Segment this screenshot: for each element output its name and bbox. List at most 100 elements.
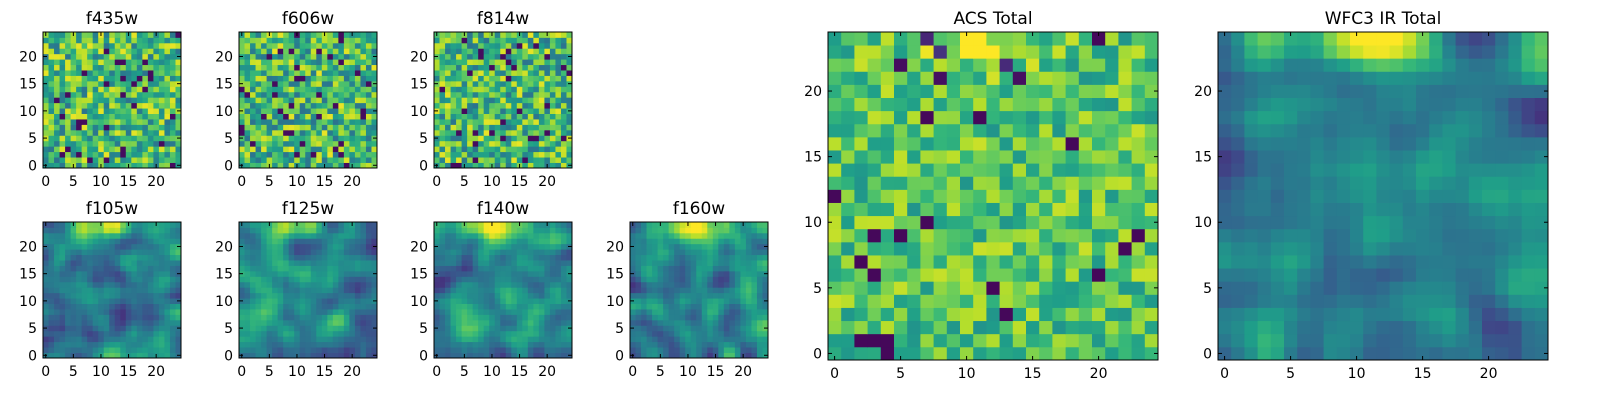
heatmap-cell (450, 48, 457, 55)
heatmap-cell (277, 42, 284, 49)
heatmap-cell (657, 287, 664, 294)
heatmap-cell (59, 140, 66, 147)
heatmap-cell (158, 64, 165, 71)
heatmap-cell (527, 281, 534, 288)
heatmap-cell (338, 227, 345, 234)
heatmap-cell (288, 292, 295, 299)
heatmap-cell (522, 91, 529, 98)
heatmap-cell (494, 119, 501, 125)
heatmap-cell (854, 215, 868, 230)
heatmap-cell (310, 325, 317, 332)
heatmap-cell (646, 254, 653, 261)
heatmap-cell (98, 330, 105, 337)
heatmap-cell (244, 336, 251, 343)
heatmap-cell (500, 254, 507, 261)
heatmap-cell (349, 309, 356, 315)
heatmap-cell (494, 314, 501, 321)
heatmap-cell (652, 319, 658, 326)
heatmap-cell (136, 347, 143, 353)
heatmap-cell (175, 124, 182, 131)
heatmap-cell (266, 64, 273, 71)
heatmap-cell (332, 162, 339, 169)
y-tick-label: 15 (606, 267, 624, 283)
heatmap-cell (87, 162, 94, 169)
heatmap-cell (555, 91, 562, 98)
heatmap-cell (349, 254, 356, 261)
heatmap-cell (494, 249, 501, 256)
heatmap-cell (310, 341, 317, 348)
heatmap-cell (522, 254, 529, 261)
heatmap-cell (261, 227, 267, 234)
heatmap-cell (147, 48, 154, 55)
heatmap-cell (239, 319, 245, 326)
heatmap-cell (527, 238, 534, 245)
heatmap-cell (450, 157, 457, 163)
heatmap-cell (478, 59, 485, 66)
heatmap-cell (125, 119, 132, 125)
heatmap-cell (239, 48, 245, 55)
heatmap-cell (98, 64, 105, 71)
heatmap-cell (272, 232, 279, 239)
heatmap-cell (169, 243, 176, 250)
heatmap-cell (321, 108, 328, 114)
heatmap-cell (76, 232, 83, 239)
heatmap-cell (533, 53, 540, 60)
heatmap-cell (549, 222, 556, 228)
heatmap-cell (114, 341, 121, 348)
heatmap-cell (76, 59, 83, 66)
heatmap-cell (483, 254, 490, 261)
heatmap-cell (445, 108, 451, 114)
heatmap-cell (125, 124, 132, 131)
heatmap-cell (87, 102, 94, 109)
heatmap-cell (92, 298, 99, 304)
heatmap-cell (175, 146, 182, 153)
heatmap-cell (729, 292, 736, 299)
heatmap-cell (657, 330, 664, 337)
heatmap-cell (478, 260, 485, 266)
heatmap-cell (907, 215, 921, 230)
heatmap-cell (478, 97, 485, 104)
heatmap-cell (538, 64, 545, 71)
heatmap-cell (343, 113, 350, 120)
heatmap-cell (244, 276, 251, 283)
heatmap-cell (239, 249, 245, 256)
heatmap-cell (250, 227, 256, 234)
heatmap-cell (43, 227, 49, 234)
heatmap-cell (70, 243, 77, 250)
heatmap-cell (880, 241, 895, 256)
heatmap-cell (522, 265, 529, 272)
heatmap-cell (740, 238, 747, 245)
heatmap-cell (549, 64, 556, 71)
heatmap-cell (147, 243, 154, 250)
heatmap-cell (164, 86, 171, 93)
heatmap-cell (505, 238, 512, 245)
heatmap-cell (456, 298, 462, 304)
heatmap-cell (153, 319, 160, 326)
heatmap-cell (125, 254, 132, 261)
heatmap-cell (1039, 346, 1053, 361)
heatmap-cell (472, 75, 479, 82)
heatmap-cell (147, 314, 154, 321)
heatmap-cell (54, 119, 60, 125)
heatmap-cell (445, 254, 451, 261)
heatmap-cell (439, 260, 446, 266)
heatmap-cell (960, 241, 974, 256)
heatmap-cell (266, 232, 273, 239)
heatmap-cell (48, 53, 55, 60)
heatmap-cell (734, 352, 741, 359)
heatmap-cell (266, 91, 273, 98)
heatmap-cell (538, 303, 545, 310)
heatmap-cell (70, 108, 77, 114)
heatmap-cell (696, 309, 703, 315)
heatmap-cell (103, 325, 110, 332)
heatmap-cell (533, 102, 540, 109)
heatmap-cell (511, 37, 518, 44)
heatmap-cell (131, 281, 138, 288)
heatmap-cell (98, 281, 105, 288)
heatmap-cell (354, 70, 361, 76)
heatmap-cell (751, 249, 758, 256)
heatmap-cell (549, 42, 556, 49)
heatmap-cell (164, 341, 171, 348)
heatmap-cell (1092, 228, 1106, 243)
heatmap-cell (434, 37, 440, 44)
